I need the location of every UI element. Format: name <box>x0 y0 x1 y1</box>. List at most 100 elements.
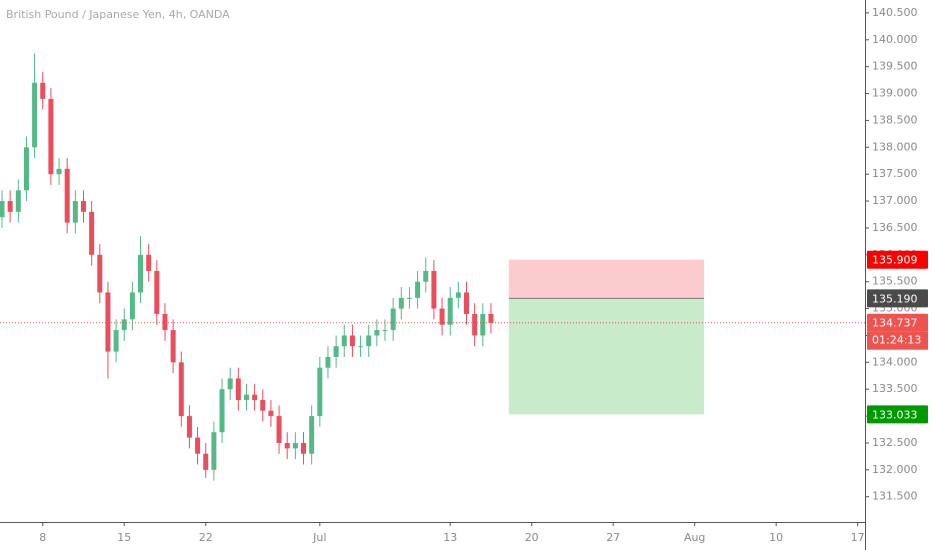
candle-body <box>129 292 135 320</box>
candle-body <box>480 313 486 336</box>
candle-body <box>7 201 13 212</box>
y-tick-label: 132.000 <box>872 463 918 476</box>
candle-body <box>374 330 380 336</box>
y-tick-label: 138.500 <box>872 113 918 126</box>
y-tick-label: 139.500 <box>872 60 918 73</box>
stop-label: 135.909 <box>872 254 918 267</box>
time-axis-bg <box>0 522 865 550</box>
candle-body <box>349 335 355 347</box>
candle-body <box>447 297 453 325</box>
candle-body <box>431 270 437 309</box>
candle-body <box>252 394 258 400</box>
candle-body <box>464 292 470 314</box>
x-tick-label: Jul <box>312 531 326 544</box>
candle-body <box>325 356 331 368</box>
last-price-label: 134.737 <box>872 317 918 330</box>
y-tick-label: 136.500 <box>872 221 918 234</box>
candle-body <box>195 437 201 454</box>
last-price-label-bg <box>867 313 928 332</box>
chart-title: British Pound / Japanese Yen, 4h, OANDA <box>6 8 230 21</box>
x-tick-label: 8 <box>39 531 46 544</box>
entry-label-bg <box>867 289 928 308</box>
candle-body <box>121 319 127 331</box>
y-tick-label: 139.000 <box>872 87 918 100</box>
candle-body <box>56 168 62 175</box>
candle-body <box>227 378 233 390</box>
candle-body <box>186 416 192 438</box>
last-price-label-countdown: 01:24:13 <box>872 334 921 347</box>
candle-body <box>398 297 404 309</box>
candle-body <box>243 394 249 400</box>
candle-body <box>341 335 347 347</box>
candle-body <box>455 292 461 298</box>
candle-body <box>80 201 86 212</box>
candle-body <box>154 270 160 314</box>
candle-body <box>40 82 46 99</box>
x-tick-label: 13 <box>443 531 457 544</box>
candle-body <box>382 330 388 332</box>
candle-body <box>292 442 298 449</box>
y-tick-label: 135.500 <box>872 275 918 288</box>
x-tick-label: 22 <box>199 531 213 544</box>
x-tick-label: 15 <box>117 531 131 544</box>
target-label: 133.033 <box>872 408 918 421</box>
candle-body <box>406 297 412 299</box>
candle-body <box>170 330 176 363</box>
x-tick-label: 17 <box>851 531 865 544</box>
candle-body <box>105 292 111 352</box>
candle-body <box>32 82 38 148</box>
candle-body <box>72 201 78 223</box>
y-tick-label: 137.000 <box>872 194 918 207</box>
candle-body <box>211 432 217 470</box>
candle-body <box>64 168 70 223</box>
candle-body <box>23 147 29 191</box>
candle-body <box>276 416 282 443</box>
stop-label-bg <box>867 250 928 269</box>
stop-zone <box>508 259 705 299</box>
y-tick-label: 140.500 <box>872 6 918 19</box>
candle-body <box>472 313 478 336</box>
candle-body <box>284 442 290 449</box>
last-price-label-countdown-bg <box>867 331 928 350</box>
candle-body <box>268 410 274 417</box>
target-label-bg <box>867 405 928 424</box>
y-tick-label: 131.500 <box>872 490 918 503</box>
candle-body <box>301 442 307 454</box>
candle-body <box>138 254 144 293</box>
y-tick-label: 140.000 <box>872 33 918 46</box>
x-tick-label: 27 <box>606 531 620 544</box>
candle-body <box>260 399 266 411</box>
candle-body <box>0 201 5 218</box>
candle-body <box>48 98 54 175</box>
x-tick-label: 20 <box>525 531 539 544</box>
x-tick-label: 10 <box>769 531 783 544</box>
candle-body <box>113 330 119 352</box>
candle-body <box>366 335 372 347</box>
y-tick-label: 132.500 <box>872 436 918 449</box>
price-axis-bg <box>865 0 932 550</box>
candle-body <box>317 367 323 417</box>
candle-body <box>390 308 396 331</box>
candle-body <box>439 308 445 325</box>
candle-body <box>219 389 225 433</box>
candle-body <box>488 313 494 323</box>
candle-body <box>162 313 168 331</box>
candle-body <box>309 416 315 454</box>
candle-body <box>235 378 241 400</box>
x-tick-label: Aug <box>684 531 705 544</box>
target-zone <box>508 298 705 415</box>
y-tick-label: 133.500 <box>872 382 918 395</box>
y-tick-label: 138.000 <box>872 140 918 153</box>
y-tick-label: 137.500 <box>872 167 918 180</box>
candle-body <box>89 211 95 255</box>
candle-body <box>415 281 421 298</box>
entry-label: 135.190 <box>872 292 918 305</box>
candle-body <box>15 190 21 212</box>
candle-body <box>203 453 209 470</box>
candle-body <box>358 346 364 348</box>
candle-body <box>333 346 339 357</box>
candle-body <box>178 362 184 417</box>
candle-body <box>97 254 103 293</box>
candle-body <box>423 270 429 282</box>
